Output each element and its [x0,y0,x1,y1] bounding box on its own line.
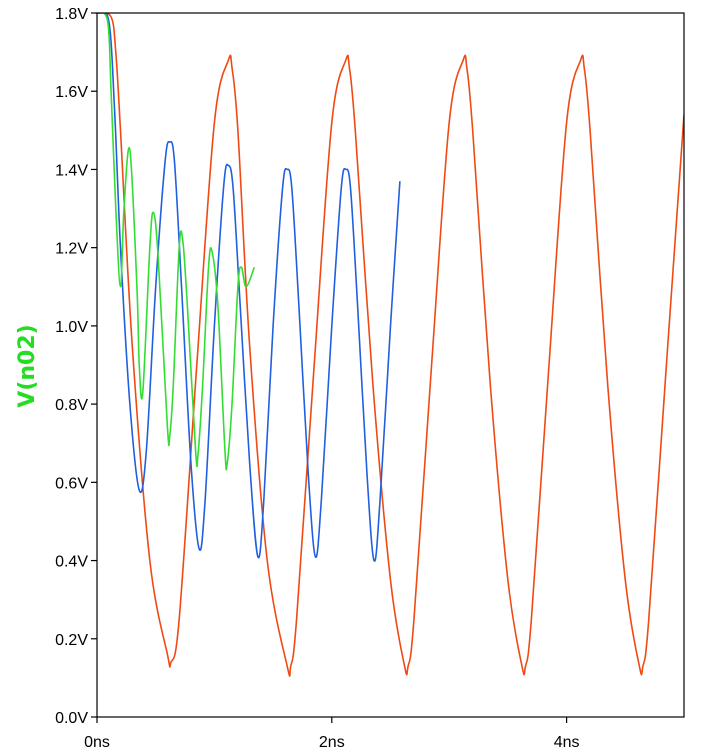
plot-frame [96,12,685,718]
x-tick-label: 2ns [319,734,345,751]
y-tick-label: 1.0V [55,319,88,336]
y-axis-label: V(n02) [15,324,40,407]
series-line-2 [97,13,401,562]
series-line-1 [97,13,684,677]
series-line-3 [97,13,256,471]
y-tick-label: 1.2V [55,241,88,258]
y-tick-label: 1.6V [55,84,88,101]
y-tick-label: 0.4V [55,554,88,571]
y-tick-label: 0.6V [55,475,88,492]
axes: 0.0V 0.2V 0.4V 0.6V 0.8V 1.0V 1.2V 1.4V 1.6V 1.8V… [55,6,579,751]
plot-area [97,13,684,677]
y-tick-label: 0.0V [55,710,88,727]
y-tick-label: 0.2V [55,632,88,649]
x-tick-label: 0ns [84,734,110,751]
y-tick-label: 1.8V [55,6,88,23]
y-tick-label: 1.4V [55,162,88,179]
y-tick-label: 0.8V [55,397,88,414]
x-tick-label: 4ns [554,734,580,751]
